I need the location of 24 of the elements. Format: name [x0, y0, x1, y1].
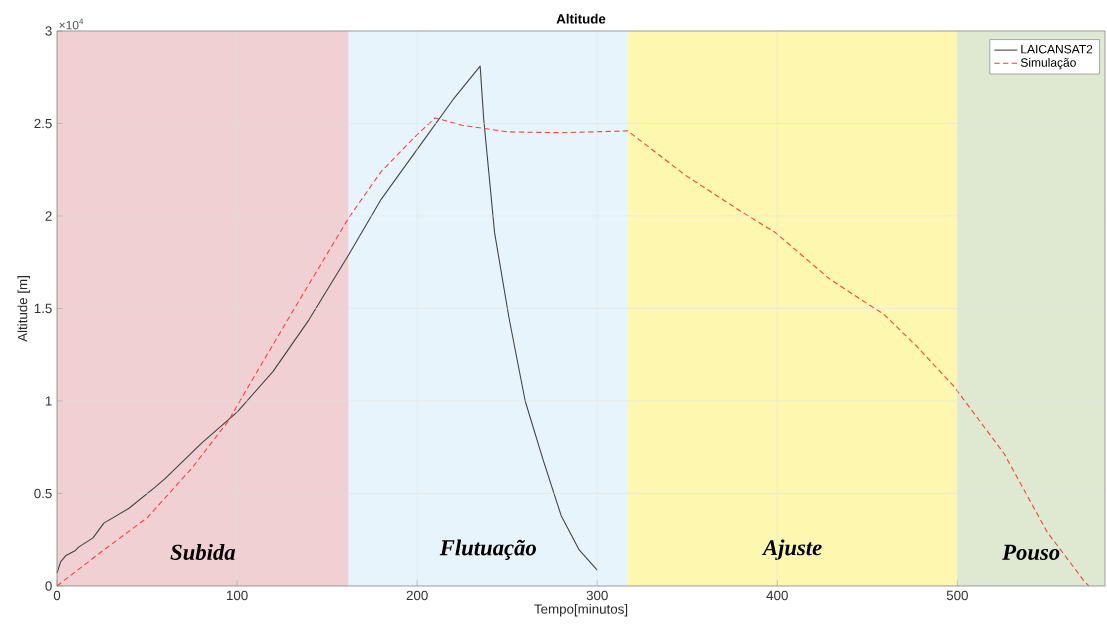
y-tick-label: 2 [45, 211, 52, 221]
legend-label: LAICANSAT2 [1021, 44, 1093, 54]
text: ×10$^{4}$ [59, 18, 84, 30]
chart-title: Altitude [556, 13, 606, 24]
x-tick-label: 400 [766, 590, 788, 601]
line-series [56, 65, 598, 574]
y-tick-label: 2.5 [34, 118, 52, 129]
legend-label: Simulação [1020, 57, 1076, 70]
y-tick-label: 3 [45, 26, 52, 36]
y-tick-label: 1 [45, 396, 52, 406]
y-tick-label: 0.5 [34, 488, 52, 499]
band-label: Subida [170, 543, 236, 560]
y-tick-label: 1.5 [34, 303, 52, 314]
y-tick-label: 0 [45, 581, 52, 591]
y-axis-title: Altitude [m] [17, 276, 30, 342]
x-tick-label: 300 [586, 590, 608, 601]
x-tick-label: 0 [53, 590, 61, 601]
band-label: Flutuação [439, 539, 536, 560]
x-tick-label: 500 [946, 590, 968, 601]
band-label: Ajuste [761, 539, 822, 560]
x-axis-title: Tempo[minutos] [534, 603, 628, 617]
band-label: Pouso [1002, 544, 1060, 560]
x-tick-label: 100 [226, 590, 248, 601]
x-tick-label: 200 [406, 590, 428, 601]
